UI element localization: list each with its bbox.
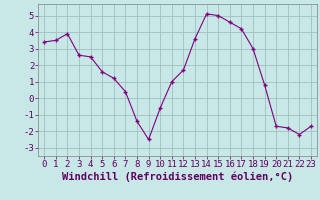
X-axis label: Windchill (Refroidissement éolien,°C): Windchill (Refroidissement éolien,°C)	[62, 172, 293, 182]
